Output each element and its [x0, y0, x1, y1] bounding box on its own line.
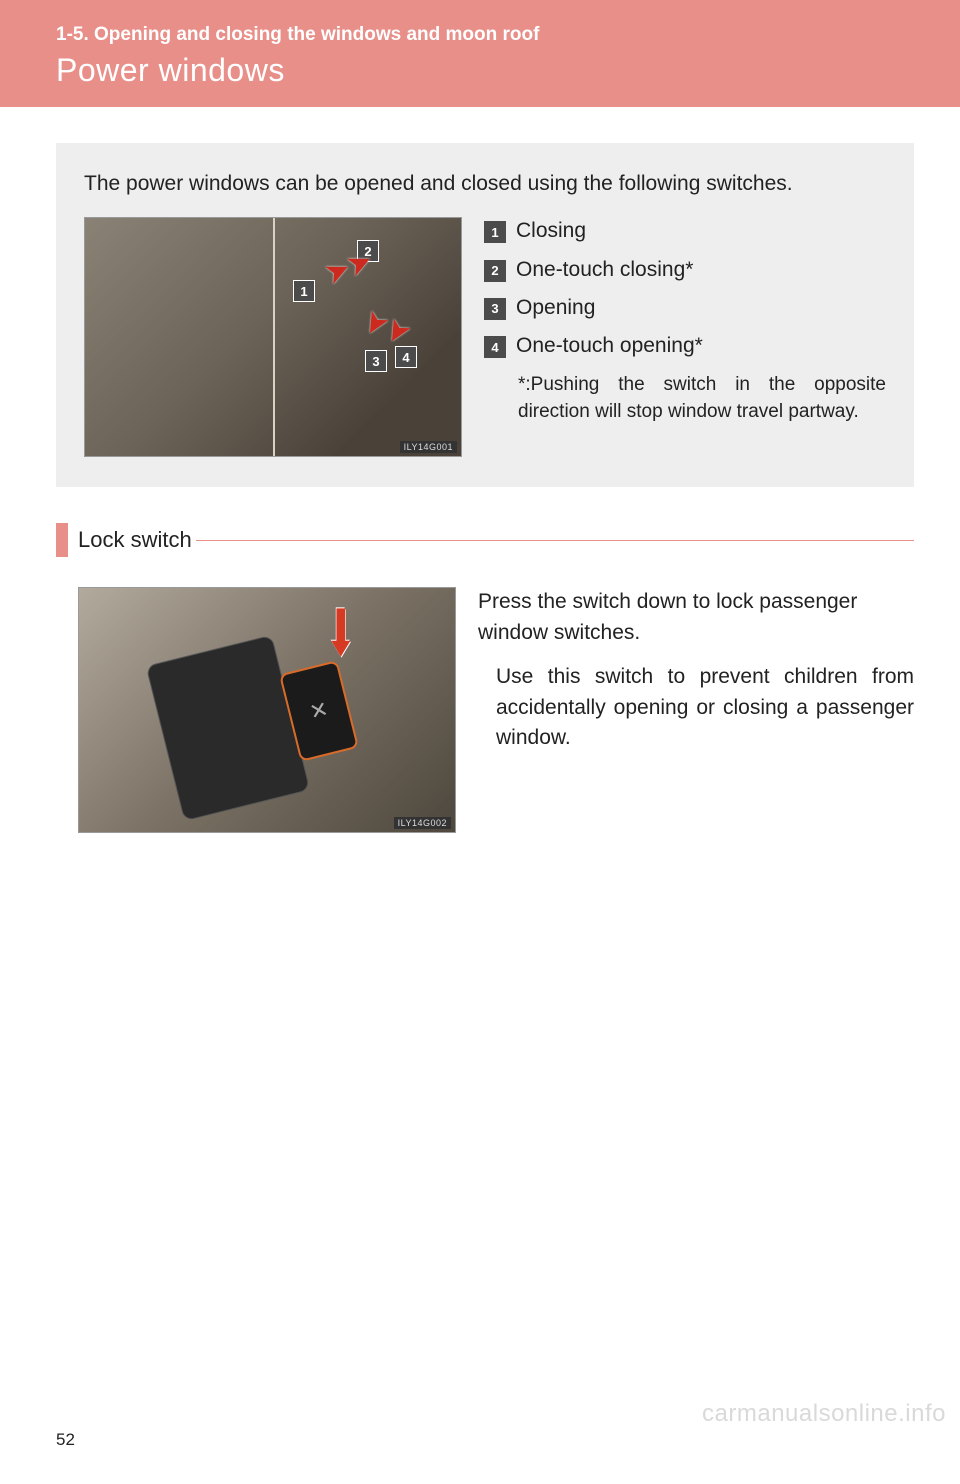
page-number: 52	[56, 1430, 75, 1450]
callout-3: 3	[365, 350, 387, 372]
intro-text: The power windows can be opened and clos…	[84, 169, 886, 199]
legend-num: 4	[484, 336, 506, 358]
legend-item: 4 One-touch opening*	[484, 332, 886, 360]
figure-code: ILY14G001	[400, 441, 457, 453]
intro-row: 1 2 3 4 ➤ ➤ ➤ ➤ ILY14G001 1 Closing 2 On…	[84, 217, 886, 457]
switch-figure: 1 2 3 4 ➤ ➤ ➤ ➤ ILY14G001	[84, 217, 462, 457]
subheading-line	[196, 540, 914, 541]
legend-num: 1	[484, 221, 506, 243]
lock-text: Press the switch down to lock passenger …	[478, 587, 914, 833]
subheading-text: Lock switch	[68, 523, 192, 557]
subheading-bar	[56, 523, 68, 557]
legend-footnote: *:Pushing the switch in the opposite dir…	[518, 371, 886, 426]
subheading-line-wrap	[192, 523, 914, 557]
lock-panel-graphic	[146, 635, 311, 822]
figure-code: ILY14G002	[394, 817, 451, 829]
arrow-down-icon: ⬇	[325, 596, 357, 671]
lock-sub-text: Use this switch to prevent children from…	[478, 662, 914, 753]
legend-label: Opening	[516, 294, 595, 322]
lock-row: ✕ ⬇ ILY14G002 Press the switch down to l…	[78, 587, 914, 833]
legend: 1 Closing 2 One-touch closing* 3 Opening…	[484, 217, 886, 457]
legend-item: 3 Opening	[484, 294, 886, 322]
legend-item: 2 One-touch closing*	[484, 256, 886, 284]
subheading-row: Lock switch	[56, 523, 914, 557]
section-label: 1-5. Opening and closing the windows and…	[56, 24, 920, 46]
legend-label: One-touch opening*	[516, 332, 703, 360]
lock-main-text: Press the switch down to lock passenger …	[478, 587, 914, 648]
intro-box: The power windows can be opened and clos…	[56, 143, 914, 487]
legend-num: 2	[484, 260, 506, 282]
lock-figure: ✕ ⬇ ILY14G002	[78, 587, 456, 833]
legend-num: 3	[484, 298, 506, 320]
watermark: carmanualsonline.info	[702, 1400, 946, 1428]
legend-label: One-touch closing*	[516, 256, 693, 284]
page-title: Power windows	[56, 52, 920, 89]
legend-label: Closing	[516, 217, 586, 245]
page-header: 1-5. Opening and closing the windows and…	[0, 0, 960, 107]
legend-item: 1 Closing	[484, 217, 886, 245]
callout-1: 1	[293, 280, 315, 302]
